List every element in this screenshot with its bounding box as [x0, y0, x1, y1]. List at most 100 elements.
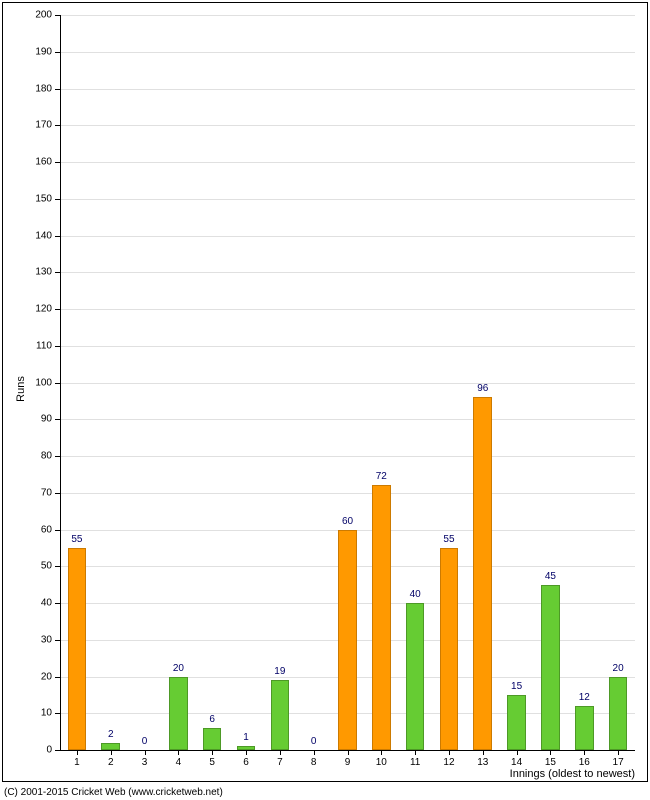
grid-line [60, 383, 635, 384]
x-tick-mark [449, 750, 450, 755]
x-tick-label: 6 [243, 757, 249, 768]
chart-container: Runs Innings (oldest to newest) (C) 2001… [0, 0, 650, 800]
x-tick-mark [584, 750, 585, 755]
bar-value-label: 12 [579, 692, 590, 703]
y-tick-label: 140 [30, 230, 52, 241]
bar [68, 548, 87, 750]
x-tick-label: 3 [142, 757, 148, 768]
bar [169, 677, 188, 751]
y-tick-label: 130 [30, 267, 52, 278]
bar-value-label: 20 [173, 663, 184, 674]
grid-line [60, 125, 635, 126]
bar [372, 485, 391, 750]
grid-line [60, 309, 635, 310]
x-tick-mark [381, 750, 382, 755]
y-tick-label: 70 [30, 487, 52, 498]
x-tick-mark [415, 750, 416, 755]
bar-value-label: 55 [71, 534, 82, 545]
bar-value-label: 2 [108, 729, 114, 740]
x-tick-mark [483, 750, 484, 755]
grid-line [60, 89, 635, 90]
x-tick-mark [348, 750, 349, 755]
grid-line [60, 272, 635, 273]
bar [507, 695, 526, 750]
x-tick-mark [550, 750, 551, 755]
y-tick-label: 20 [30, 671, 52, 682]
bar [338, 530, 357, 751]
y-tick-label: 160 [30, 157, 52, 168]
y-tick-label: 40 [30, 598, 52, 609]
bar [203, 728, 222, 750]
bar [575, 706, 594, 750]
grid-line [60, 236, 635, 237]
y-tick-label: 80 [30, 451, 52, 462]
y-tick-label: 170 [30, 120, 52, 131]
bar [609, 677, 628, 751]
x-tick-mark [145, 750, 146, 755]
x-tick-label: 8 [311, 757, 317, 768]
grid-line [60, 162, 635, 163]
grid-line [60, 346, 635, 347]
y-tick-label: 150 [30, 193, 52, 204]
x-tick-mark [111, 750, 112, 755]
y-tick-label: 60 [30, 524, 52, 535]
x-tick-mark [212, 750, 213, 755]
y-tick-label: 90 [30, 414, 52, 425]
x-axis-title: Innings (oldest to newest) [510, 768, 635, 780]
grid-line [60, 456, 635, 457]
x-tick-label: 13 [477, 757, 488, 768]
x-tick-label: 1 [74, 757, 80, 768]
y-tick-label: 30 [30, 634, 52, 645]
x-tick-label: 9 [345, 757, 351, 768]
bar-value-label: 0 [142, 736, 148, 747]
bar-value-label: 45 [545, 571, 556, 582]
bar-value-label: 15 [511, 681, 522, 692]
x-tick-label: 7 [277, 757, 283, 768]
x-tick-mark [246, 750, 247, 755]
bar [101, 743, 120, 750]
bar-value-label: 6 [209, 714, 215, 725]
bar [440, 548, 459, 750]
y-tick-label: 100 [30, 377, 52, 388]
x-tick-mark [77, 750, 78, 755]
bar-value-label: 40 [410, 589, 421, 600]
x-tick-label: 5 [209, 757, 215, 768]
x-tick-mark [618, 750, 619, 755]
bar-value-label: 72 [376, 471, 387, 482]
x-tick-label: 17 [613, 757, 624, 768]
grid-line [60, 199, 635, 200]
x-tick-mark [517, 750, 518, 755]
x-tick-mark [314, 750, 315, 755]
grid-line [60, 15, 635, 16]
x-tick-mark [280, 750, 281, 755]
bar [473, 397, 492, 750]
x-tick-label: 15 [545, 757, 556, 768]
x-tick-label: 2 [108, 757, 114, 768]
bar-value-label: 1 [243, 732, 249, 743]
y-tick-label: 0 [30, 745, 52, 756]
y-tick-label: 190 [30, 46, 52, 57]
bar-value-label: 19 [274, 666, 285, 677]
x-tick-label: 4 [176, 757, 182, 768]
grid-line [60, 52, 635, 53]
y-tick-label: 50 [30, 561, 52, 572]
grid-line [60, 419, 635, 420]
bar-value-label: 60 [342, 516, 353, 527]
bar [406, 603, 425, 750]
x-tick-label: 16 [579, 757, 590, 768]
copyright-text: (C) 2001-2015 Cricket Web (www.cricketwe… [4, 787, 223, 798]
bar-value-label: 96 [477, 383, 488, 394]
grid-line [60, 493, 635, 494]
y-axis-title: Runs [15, 376, 27, 402]
bar-value-label: 20 [613, 663, 624, 674]
bar [271, 680, 290, 750]
x-tick-label: 10 [376, 757, 387, 768]
bar [541, 585, 560, 750]
y-tick-label: 180 [30, 83, 52, 94]
bar-value-label: 55 [443, 534, 454, 545]
y-tick-label: 110 [30, 340, 52, 351]
y-axis-line [60, 15, 61, 750]
y-tick-label: 10 [30, 708, 52, 719]
x-tick-label: 14 [511, 757, 522, 768]
y-tick-label: 200 [30, 10, 52, 21]
